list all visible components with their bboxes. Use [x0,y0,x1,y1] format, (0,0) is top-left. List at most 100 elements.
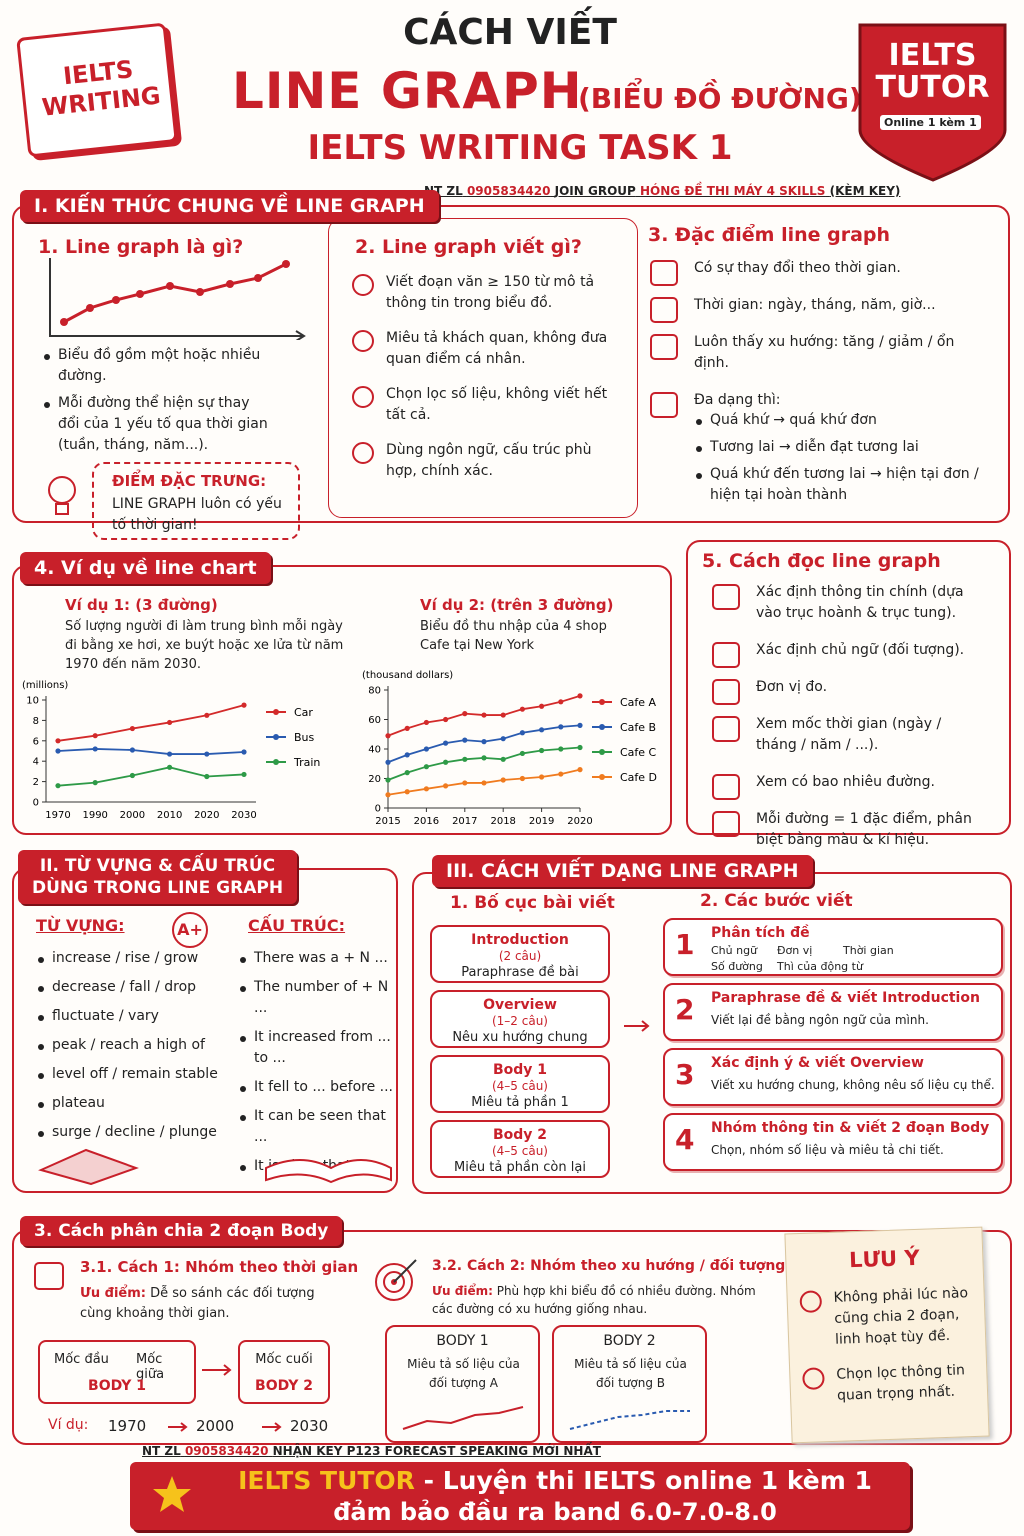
pro-label: Ưu điểm: [432,1284,493,1298]
list-item: peak / reach a high of [34,1035,234,1056]
pro-text: Dễ so sánh các đối tượng cùng khoảng thờ… [80,1286,315,1321]
timeline-body: BODY 2 [255,1378,313,1394]
point [423,719,429,726]
column-title: 2. Các bước viết [700,891,853,911]
promo-part: HÓNG ĐỀ THI MÁY 4 SKILLS [640,184,826,198]
arrow [624,1020,650,1032]
point [577,744,583,751]
line-chart: (thousand dollars) 0 20 40 60 80 2015 2016 2017 2… [362,670,657,827]
banner-line: đảm bảo đầu ra band 6.0-7.0-8.0 [333,1498,777,1526]
x-tick-label: 2020 [567,816,592,827]
legend-label: Cafe D [620,771,657,784]
point [539,703,545,709]
x-tick-label: 2015 [375,816,400,827]
point [55,748,61,754]
series-line [57,704,245,742]
example-desc: Số lượng người đi làm trung bình mỗi ngà… [65,619,344,672]
y-tick-label: 0 [33,798,39,809]
x-tick-label: 2030 [231,810,256,821]
point [385,777,391,783]
list-item: decrease / fall / drop [34,977,234,998]
promo-part: JOIN GROUP [554,184,636,198]
example-desc: Biểu đồ thu nhập của 4 shop Cafe tại New… [420,619,607,653]
callout: ĐIỂM ĐẶC TRƯNG: LINE GRAPH luôn có yếu t… [92,462,300,540]
section-box [686,540,1011,835]
point [129,725,135,732]
section-box [12,205,1010,523]
point [558,746,564,752]
y-tick-label: 40 [368,745,381,756]
list-item: It increased from ... to ... [236,1027,396,1069]
structure-title: CẤU TRÚC: [248,916,346,935]
promo-part: (KÈM KEY) [829,184,901,198]
part-name: Overview [483,997,557,1013]
point [404,752,410,758]
x-tick-label: 2000 [120,810,145,821]
legend-swatch [273,734,279,740]
notebook-label: IELTS WRITING [40,55,162,122]
y-tick-label: 60 [368,715,381,726]
point [385,792,391,798]
list-item: plateau [34,1093,234,1114]
point [129,772,135,779]
list-item: Xem có bao nhiêu đường. [712,772,982,800]
mini-line [569,1410,690,1430]
list-item: Biểu đồ gồm một hoặc nhiều đường. [40,345,275,387]
step: 1 Phân tích đề Chủ ngữ Đơn vị Thời gian Số đư… [663,918,1003,976]
method-title: 3.2. Cách 2: Nhóm theo xu hướng / đối tư… [432,1258,786,1274]
step-title: Paraphrase đề & viết Introduction [711,990,980,1006]
point [500,712,506,718]
step-desc: Viết lại đề bằng ngôn ngữ của mình. [711,1013,929,1027]
legend-label: Cafe B [620,721,656,734]
point [577,767,583,773]
list-item: Chọn lọc thông tin quan trọng nhất. [802,1360,978,1408]
step-tag: Thời gian [843,944,894,957]
badge-sub: Online 1 kèm 1 [880,115,981,130]
part-count: (4–5 câu) [491,1144,548,1159]
point [539,747,545,754]
y-tick-label: 2 [33,777,39,788]
y-tick-label: 80 [368,686,381,697]
point [385,733,391,739]
arrows [168,1422,282,1432]
point [404,789,410,795]
promo-part: 0905834420 [184,1444,269,1458]
check-list: Viết đoạn văn ≥ 150 từ mô tả thông tin t… [352,272,622,496]
part-name: Body 2 [492,1127,548,1143]
heading-line: II. TỪ VỰNG & CẤU TRÚC [39,856,276,876]
part-count: (4–5 câu) [491,1079,548,1094]
note-card: LƯU Ý Không phải lúc nào cũng chia 2 đoạ… [784,1226,990,1444]
body-desc: Miêu tả số liệu của đối tượng A [407,1357,520,1391]
layout-part: Body 1 (4–5 câu) Miêu tả phần 1 [430,1055,610,1113]
layout-part: Body 2 (4–5 câu) Miêu tả phần còn lại [430,1120,610,1178]
column-title: 1. Bố cục bài viết [450,893,615,913]
example-title: Ví dụ 1: (3 đường) [65,596,218,614]
point [481,755,487,761]
star-icon [153,1476,191,1512]
legend-label: Train [293,756,320,769]
step-number: 3 [675,1058,695,1091]
tense-list: Quá khứ → quá khứ đơn Tương lai → diễn đạ… [692,410,992,512]
heading-line: DÙNG TRONG LINE GRAPH [32,878,284,899]
step-desc: Chọn, nhóm số liệu và miêu tả chi tiết. [711,1143,944,1157]
step-tag: Số đường [711,960,763,973]
arrow [202,1364,232,1376]
point [519,706,525,712]
badge-title: IELTS TUTOR [875,38,990,105]
point [55,783,61,789]
point [204,712,210,718]
list-item: increase / rise / grow [34,948,234,969]
list-item: Đơn vị đo. [712,677,982,705]
line-chart: (millions) 0 2 4 6 8 10 1970 1990 2000 2010 2020 203… [22,680,320,821]
part-desc: Miêu tả phần 1 [471,1094,569,1110]
point [519,730,525,736]
step: 4 Nhóm thông tin & viết 2 đoạn Body Chọn, … [663,1113,1003,1171]
year: 2000 [196,1417,235,1435]
target-icon [375,1259,417,1301]
list-item: Xác định thông tin chính (dựa vào trục h… [712,582,982,624]
point [481,739,487,745]
section-title: 5. Cách đọc line graph [702,550,941,572]
point [558,724,564,730]
section-heading: II. TỪ VỰNG & CẤU TRÚC DÙNG TRONG LINE G… [18,850,298,905]
pro-label: Ưu điểm: [80,1286,146,1301]
